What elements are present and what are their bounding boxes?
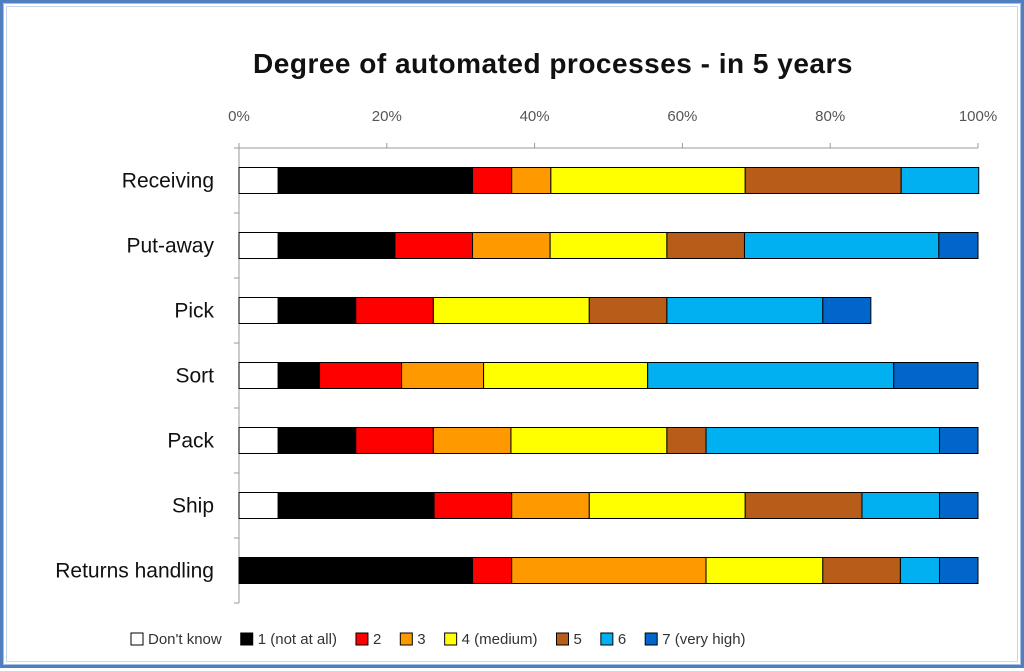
x-tick-label: 60% (667, 108, 697, 125)
x-tick-label: 40% (520, 108, 550, 125)
bar-segment (472, 557, 513, 584)
bar-segment (744, 492, 863, 519)
bar-segment (472, 167, 513, 194)
category-label: Sort (175, 365, 214, 388)
legend-swatch (444, 632, 458, 646)
bar-segment (238, 492, 279, 519)
bar-segment (432, 427, 512, 454)
legend-label: 5 (574, 631, 582, 648)
bar-segment (472, 232, 551, 259)
bar-segment (238, 167, 279, 194)
bar-segment (549, 232, 668, 259)
bar-segment (277, 492, 435, 519)
bar-segment (277, 297, 357, 324)
bar-segment (588, 492, 746, 519)
x-tick-label: 0% (228, 108, 250, 125)
category-label: Ship (172, 495, 214, 518)
bar-segment (277, 362, 321, 389)
legend-swatch (130, 632, 144, 646)
bar-segment (433, 492, 513, 519)
bar-segment (394, 232, 474, 259)
category-label: Returns handling (55, 560, 214, 583)
bar-segment (588, 297, 668, 324)
bar-segment (666, 232, 745, 259)
stacked-bar-chart: Degree of automated processes - in 5 yea… (55, 48, 997, 648)
bar-segment (238, 232, 279, 259)
legend-label: 3 (417, 631, 425, 648)
bar-segment (705, 557, 824, 584)
bar-segment (939, 427, 979, 454)
bar-segment (510, 427, 668, 454)
legend-swatch (355, 632, 369, 646)
bar-segment (238, 557, 474, 584)
bar-segment (511, 557, 707, 584)
bar-segment (744, 167, 902, 194)
bar-segment (483, 362, 649, 389)
legend-label: 7 (very high) (662, 631, 745, 648)
bar-segment (277, 232, 396, 259)
bar-segment (822, 557, 901, 584)
legend-swatch (556, 632, 569, 646)
bar-segment (355, 427, 434, 454)
bar-segment (511, 492, 590, 519)
bar-segment (238, 297, 279, 324)
category-label: Receiving (122, 170, 214, 193)
bar-segment (432, 297, 590, 324)
legend-label: 1 (not at all) (258, 631, 337, 648)
bar-segment (939, 492, 979, 519)
bar-segment (277, 427, 357, 454)
legend-swatch (644, 632, 658, 646)
chart-title: Degree of automated processes - in 5 yea… (253, 48, 853, 79)
bar-segment (511, 167, 552, 194)
bar-segment (705, 427, 941, 454)
bar-segment (319, 362, 403, 389)
bar-segment (401, 362, 485, 389)
bar-segment (900, 167, 980, 194)
bar-segment (238, 362, 279, 389)
bar-segment (238, 427, 279, 454)
legend-swatch (600, 632, 614, 646)
category-label: Pack (167, 430, 214, 453)
legend: Don't know 1 (not at all) 2 3 4 (medium) 5 6 7 … (130, 631, 746, 648)
bar-segment (938, 232, 979, 259)
bar-segment (550, 167, 746, 194)
category-label: Pick (174, 300, 214, 323)
legend-swatch (240, 632, 254, 646)
x-tick-label: 20% (372, 108, 402, 125)
x-tick-label: 80% (815, 108, 845, 125)
legend-label: 4 (medium) (462, 631, 538, 648)
legend-swatch (399, 632, 413, 646)
x-tick-label: 100% (959, 108, 997, 125)
bar-segment (899, 557, 941, 584)
legend-label: Don't know (148, 631, 222, 648)
legend-label: 2 (373, 631, 381, 648)
bar-segment (666, 427, 707, 454)
bar-segment (355, 297, 434, 324)
bar-segment (893, 362, 979, 389)
bar-segment (939, 557, 979, 584)
bar-segment (647, 362, 895, 389)
bar-layer (238, 167, 980, 584)
bar-segment (666, 297, 824, 324)
bar-segment (861, 492, 941, 519)
bar-segment (277, 167, 474, 194)
legend-label: 6 (618, 631, 626, 648)
bar-segment (743, 232, 940, 259)
category-label: Put-away (126, 235, 214, 258)
bar-segment (822, 297, 872, 324)
